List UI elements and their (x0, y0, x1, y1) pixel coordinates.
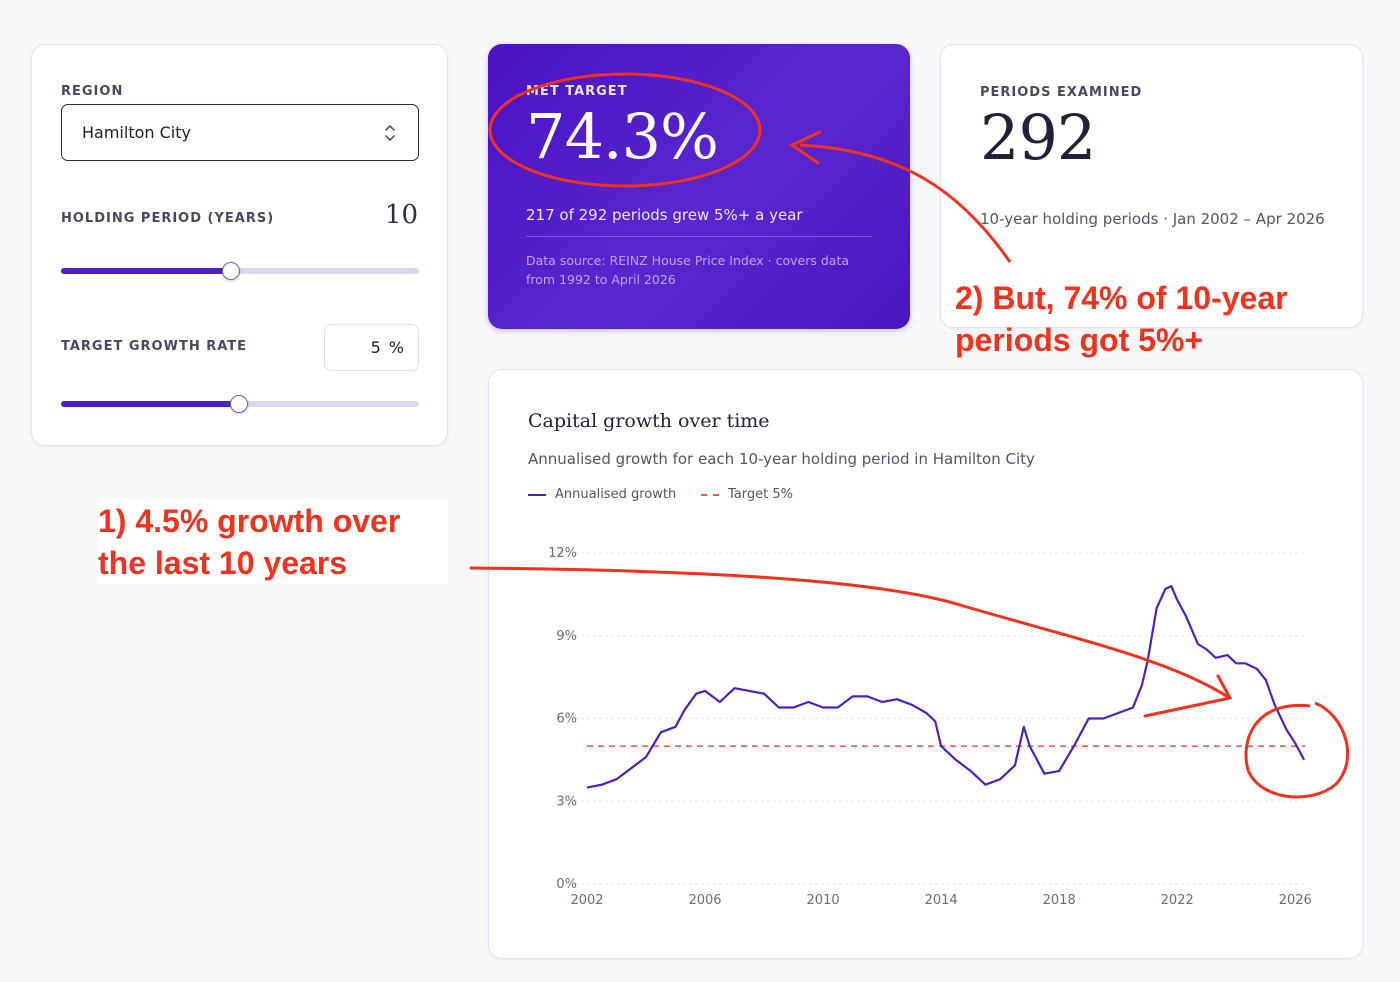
chart-card: Capital growth over time Annualised grow… (488, 369, 1363, 959)
annotation-note-2: 2) But, 74% of 10-year periods got 5%+ (955, 280, 1288, 358)
slider-fill (61, 401, 239, 407)
slider-thumb[interactable] (222, 262, 241, 280)
y-tick-label: 9% (556, 629, 577, 644)
region-select-value: Hamilton City (82, 123, 191, 142)
holding-period-label: HOLDING PERIOD (YEARS) (61, 211, 275, 226)
target-growth-unit: % (388, 338, 404, 357)
periods-examined-label: PERIODS EXAMINED (980, 85, 1143, 100)
periods-examined-summary: 10-year holding periods · Jan 2002 – Apr… (980, 210, 1325, 228)
holding-period-slider[interactable] (61, 262, 419, 280)
y-tick-label: 3% (556, 794, 577, 809)
legend-item-target[interactable]: Target 5% (701, 487, 793, 502)
chart-title: Capital growth over time (528, 410, 770, 432)
met-target-summary: 217 of 292 periods grew 5%+ a year (526, 206, 803, 224)
x-tick-label: 2014 (925, 893, 958, 908)
slider-fill (61, 268, 232, 274)
slider-thumb[interactable] (229, 395, 248, 413)
target-growth-label: TARGET GROWTH RATE (61, 339, 248, 354)
data-source-note: Data source: REINZ House Price Index · c… (526, 253, 850, 287)
series-line (586, 585, 1306, 789)
holding-period-value: 10 (384, 200, 418, 230)
target-growth-value: 5 (370, 338, 381, 357)
region-select[interactable]: Hamilton City (61, 104, 419, 161)
target-growth-input[interactable]: 5 % (324, 324, 419, 371)
met-target-value: 74.3% (526, 100, 719, 173)
legend-item-growth[interactable]: Annualised growth (528, 487, 676, 502)
met-target-label: MET TARGET (526, 84, 628, 99)
periods-examined-value: 292 (980, 101, 1096, 174)
met-target-card: MET TARGET 74.3% 217 of 292 periods grew… (488, 44, 910, 329)
chevron-updown-icon (385, 125, 395, 141)
legend-swatch (528, 493, 546, 496)
x-tick-label: 2006 (688, 893, 721, 908)
y-tick-label: 12% (548, 546, 577, 561)
target-growth-slider[interactable] (61, 395, 419, 413)
y-tick-label: 6% (556, 712, 577, 727)
region-label: REGION (61, 84, 124, 99)
x-tick-label: 2002 (570, 893, 603, 908)
x-tick-label: 2026 (1279, 893, 1312, 908)
growth-chart: 0% 3% 6% 9% 12% 2002 2006 2010 2014 2018 2022 2026 (548, 546, 1312, 908)
y-tick-label: 0% (556, 877, 577, 892)
legend-label: Annualised growth (555, 487, 677, 502)
legend-swatch (701, 493, 719, 496)
x-tick-label: 2018 (1043, 893, 1076, 908)
legend-label: Target 5% (728, 487, 793, 502)
annotation-note-1: 1) 4.5% growth over the last 10 years (98, 500, 448, 584)
divider (526, 236, 872, 237)
chart-subtitle: Annualised growth for each 10-year holdi… (528, 450, 1035, 468)
controls-card: REGION Hamilton City HOLDING PERIOD (YEA… (31, 44, 448, 446)
x-tick-label: 2022 (1161, 893, 1194, 908)
x-tick-label: 2010 (807, 893, 840, 908)
